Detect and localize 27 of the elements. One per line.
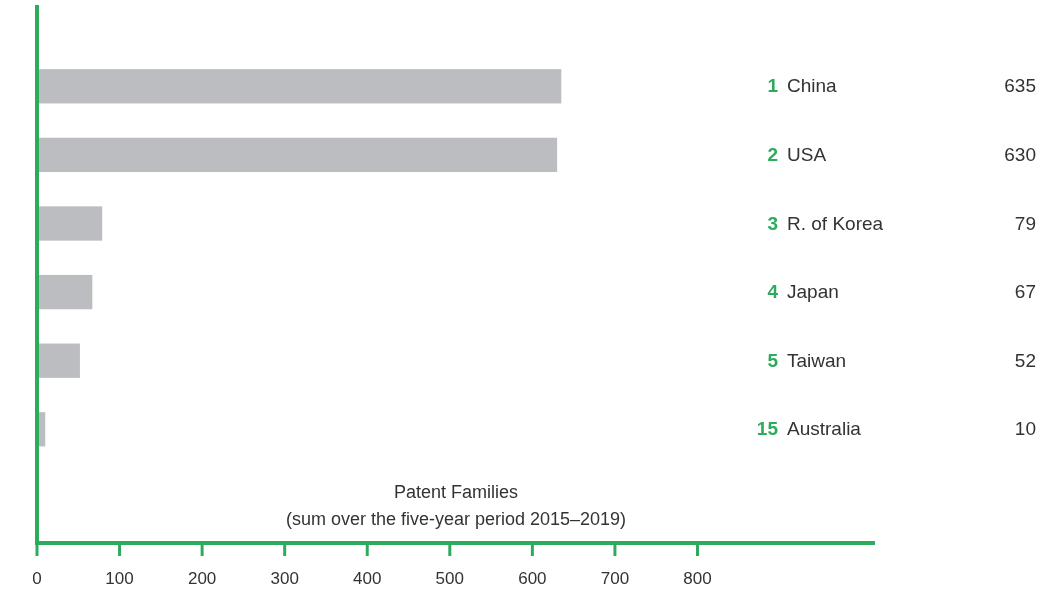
x-tick-label: 0 [32, 569, 42, 588]
x-tick-label: 500 [435, 569, 464, 588]
y-tick-label: 2 USA [767, 143, 827, 165]
x-tick-label: 200 [187, 569, 217, 588]
data-label: 52 [1014, 349, 1036, 371]
bar [37, 137, 558, 173]
bar [37, 343, 80, 378]
data-label: 67 [1014, 281, 1036, 303]
data-label: 10 [1014, 418, 1036, 440]
x-tick-label: 800 [683, 569, 712, 588]
bar [37, 69, 562, 104]
data-label: 635 [1004, 75, 1036, 97]
x-tick-label: 100 [105, 569, 134, 588]
x-tick-label: 300 [270, 569, 299, 588]
x-axis-title: Patent Families (sum over the five-year period 2015–2019) [285, 482, 627, 529]
y-tick-label: 4 Japan [767, 281, 839, 303]
y-tick-label: 1 China [767, 75, 838, 97]
data-label: 630 [1004, 143, 1036, 165]
x-tick-label: 600 [518, 569, 547, 588]
y-tick-label: 15 Australia [756, 418, 862, 440]
bar [37, 274, 93, 310]
data-label: 79 [1014, 212, 1036, 234]
bar [37, 206, 103, 241]
x-tick-label: 400 [353, 569, 382, 588]
y-tick-label: 5 Taiwan [767, 349, 847, 371]
x-tick-label: 700 [600, 569, 630, 588]
y-tick-label: 3 R. of Korea [767, 212, 884, 234]
